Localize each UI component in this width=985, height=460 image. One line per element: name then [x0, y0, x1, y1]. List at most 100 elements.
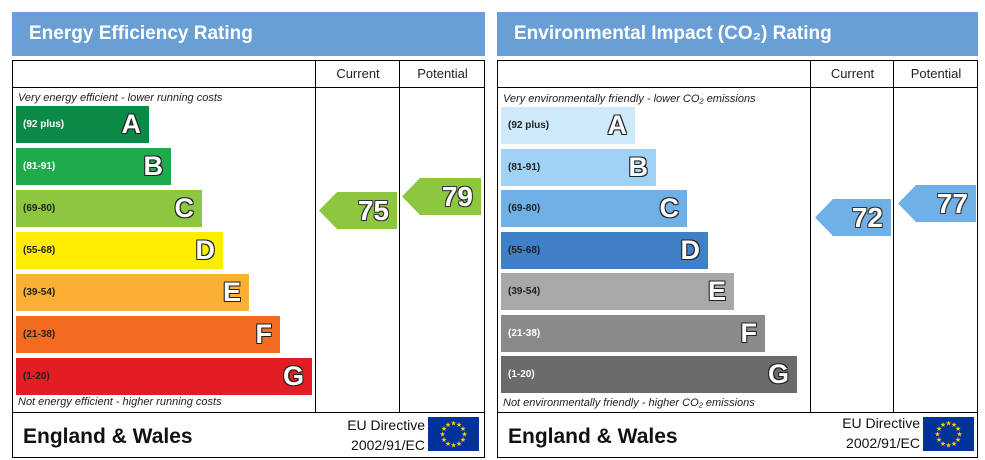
band-range-label: (69-80) [23, 203, 56, 214]
flag-star: ★ [450, 442, 456, 450]
eu-flag-icon: ★ ★★★★★★★★★★★ [923, 417, 974, 451]
eu-directive: EU Directive 2002/91/EC [323, 415, 425, 455]
band-d: (55-68) D [501, 231, 708, 269]
band-e: (39-54) E [501, 273, 734, 310]
directive-line-1: EU Directive [347, 417, 425, 433]
band-letter: B [143, 151, 164, 181]
band-range-label: (21-38) [23, 329, 56, 340]
band-letter: F [740, 317, 758, 348]
band-letter: F [255, 319, 273, 349]
header-divider [13, 87, 484, 88]
band-range-label: (55-68) [23, 245, 56, 256]
band-range-label: (92 plus) [508, 120, 550, 131]
band-letter: C [659, 193, 680, 223]
band-range-label: (92 plus) [23, 119, 65, 130]
directive-line-2: 2002/91/EC [846, 435, 920, 451]
region-label: England & Wales [508, 425, 678, 448]
flag-star: ★ [936, 425, 942, 433]
eu-directive: EU Directive 2002/91/EC [818, 413, 920, 453]
band-letter: G [282, 361, 304, 391]
footer-divider [13, 412, 484, 413]
region-label: England & Wales [23, 425, 193, 448]
flag-star: ★ [956, 431, 962, 439]
flag-star: ★ [951, 421, 957, 429]
band-range-label: (55-68) [508, 244, 541, 256]
flag-star: ★ [945, 442, 951, 450]
flag-star: ★ [934, 431, 940, 439]
bottom-note: Not energy efficient - higher running co… [18, 396, 222, 408]
band-e: (39-54) E [16, 274, 249, 311]
flag-star: ★ [441, 425, 447, 433]
potential-rating-arrow: 79 [402, 178, 481, 215]
flag-star: ★ [955, 425, 961, 433]
flag-star: ★ [439, 431, 445, 439]
environmental-impact-title: Environmental Impact (CO₂) Rating [497, 12, 978, 56]
band-range-label: (81-91) [508, 161, 541, 173]
band-a: (92 plus) A [501, 107, 635, 144]
current-rating-arrow: 75 [319, 192, 397, 229]
potential-rating-arrow: 77 [898, 185, 976, 222]
column-divider [315, 61, 316, 413]
bottom-note: Not environmentally friendly - higher CO… [503, 397, 755, 409]
band-range-label: (39-54) [508, 286, 541, 297]
directive-line-2: 2002/91/EC [351, 437, 425, 453]
directive-line-1: EU Directive [842, 415, 920, 431]
potential-rating-value: 77 [936, 188, 968, 219]
flag-star: ★ [460, 425, 466, 433]
band-letter: D [195, 235, 216, 265]
flag-star: ★ [955, 436, 961, 444]
band-letter: E [222, 277, 241, 307]
band-b: (81-91) B [501, 148, 656, 186]
flag-star: ★ [445, 421, 451, 429]
column-divider [810, 61, 811, 413]
band-c: (69-80) C [16, 190, 202, 227]
flag-star: ★ [940, 421, 946, 429]
energy-efficiency-chart: Current Potential Very energy efficient … [12, 60, 485, 458]
potential-column-header: Potential [417, 66, 468, 81]
band-letter: B [628, 151, 649, 182]
band-range-label: (39-54) [23, 287, 56, 298]
flag-star: ★ [441, 436, 447, 444]
band-g: (1-20) G [501, 356, 797, 393]
column-divider [399, 61, 400, 413]
energy-efficiency-panel: Energy Efficiency Rating Current Potenti… [12, 12, 485, 458]
current-rating-value: 72 [851, 202, 883, 233]
band-g: (1-20) G [16, 358, 312, 395]
band-range-label: (69-80) [508, 203, 541, 214]
potential-column-header: Potential [910, 66, 962, 81]
current-column-header: Current [830, 66, 875, 81]
band-letter: E [707, 276, 726, 306]
band-d: (55-68) D [16, 232, 223, 269]
top-note: Very energy efficient - lower running co… [18, 92, 223, 104]
band-letter: C [174, 193, 195, 223]
potential-rating-value: 79 [441, 181, 473, 212]
band-c: (69-80) C [501, 190, 687, 227]
flag-star: ★ [445, 440, 451, 448]
current-rating-arrow: 72 [815, 199, 891, 236]
environmental-impact-chart: Current Potential Very environmentally f… [497, 60, 978, 458]
footer-divider [498, 412, 977, 413]
column-divider [893, 61, 894, 413]
band-f: (21-38) F [501, 314, 765, 352]
header-divider [498, 87, 977, 88]
band-range-label: (21-38) [508, 327, 541, 339]
band-range-label: (1-20) [508, 369, 535, 380]
flag-star: ★ [450, 420, 456, 428]
band-b: (81-91) B [16, 148, 171, 185]
flag-star: ★ [456, 421, 462, 429]
band-f: (21-38) F [16, 316, 280, 353]
band-letter: D [680, 234, 701, 265]
flag-star: ★ [456, 440, 462, 448]
band-letter: A [607, 110, 628, 140]
band-range-label: (81-91) [23, 161, 56, 172]
flag-star: ★ [460, 436, 466, 444]
environmental-impact-panel: Environmental Impact (CO₂) Rating Curren… [497, 12, 978, 458]
current-column-header: Current [336, 66, 380, 81]
eu-flag-icon: ★ ★★★★★★★★★★★ [428, 417, 479, 451]
band-range-label: (1-20) [23, 371, 50, 382]
flag-star: ★ [951, 440, 957, 448]
band-a: (92 plus) A [16, 106, 149, 143]
flag-star: ★ [461, 431, 467, 439]
current-rating-value: 75 [357, 195, 389, 226]
band-letter: G [767, 359, 789, 389]
